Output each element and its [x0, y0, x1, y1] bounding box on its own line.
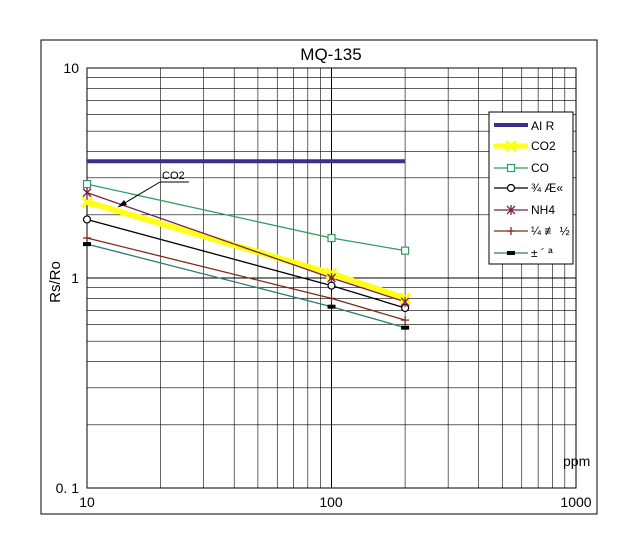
legend-label: CO: [531, 161, 549, 175]
x-tick-label: 1000: [560, 494, 591, 510]
legend-label: ¼ ≢ ½: [531, 224, 570, 238]
data-point: [327, 304, 336, 309]
legend-marker: [506, 163, 516, 173]
chart-title: MQ-135: [300, 45, 361, 64]
legend-label: CO2: [531, 139, 556, 153]
data-point: [327, 281, 336, 290]
legend-label: ¾ Æ«: [531, 181, 563, 195]
legend-marker: [507, 251, 515, 255]
legend-label: NH4: [531, 203, 555, 217]
annotation-arrowhead: [118, 200, 127, 207]
data-point: [83, 234, 91, 243]
y-axis-label: Rs/Ro: [47, 261, 64, 303]
series-markers: [80, 179, 412, 330]
data-point: [82, 215, 92, 224]
legend-keys: [494, 123, 528, 255]
y-tick-label: 10: [63, 60, 79, 76]
legend-label: ± ´ ª: [531, 246, 553, 260]
x-axis-label: ppm: [563, 453, 590, 469]
data-point: [82, 179, 92, 189]
data-point: [401, 316, 410, 325]
data-point: [327, 233, 336, 243]
data-point: [401, 246, 410, 255]
data-point: [83, 242, 91, 247]
legend-marker: [507, 227, 515, 235]
x-tick-label: 100: [319, 494, 343, 510]
legend-marker: [506, 183, 516, 193]
legend-label: AI R: [531, 119, 555, 133]
data-point: [327, 294, 336, 303]
annotation-label: CO2: [162, 170, 185, 182]
legend: AI R CO2 CO ¾ Æ« NH4 ¼ ≢ ½ ± ´ ª: [488, 111, 574, 265]
y-tick-label: 1: [71, 270, 79, 286]
data-point: [400, 296, 410, 307]
data-point: [401, 325, 410, 330]
data-point: [82, 187, 92, 198]
data-point: [80, 195, 94, 209]
legend-marker: [506, 205, 516, 215]
legend-marker: [504, 139, 518, 153]
data-point: [327, 273, 336, 283]
y-tick-label: 0. 1: [56, 480, 80, 496]
x-tick-label: 10: [79, 494, 95, 510]
